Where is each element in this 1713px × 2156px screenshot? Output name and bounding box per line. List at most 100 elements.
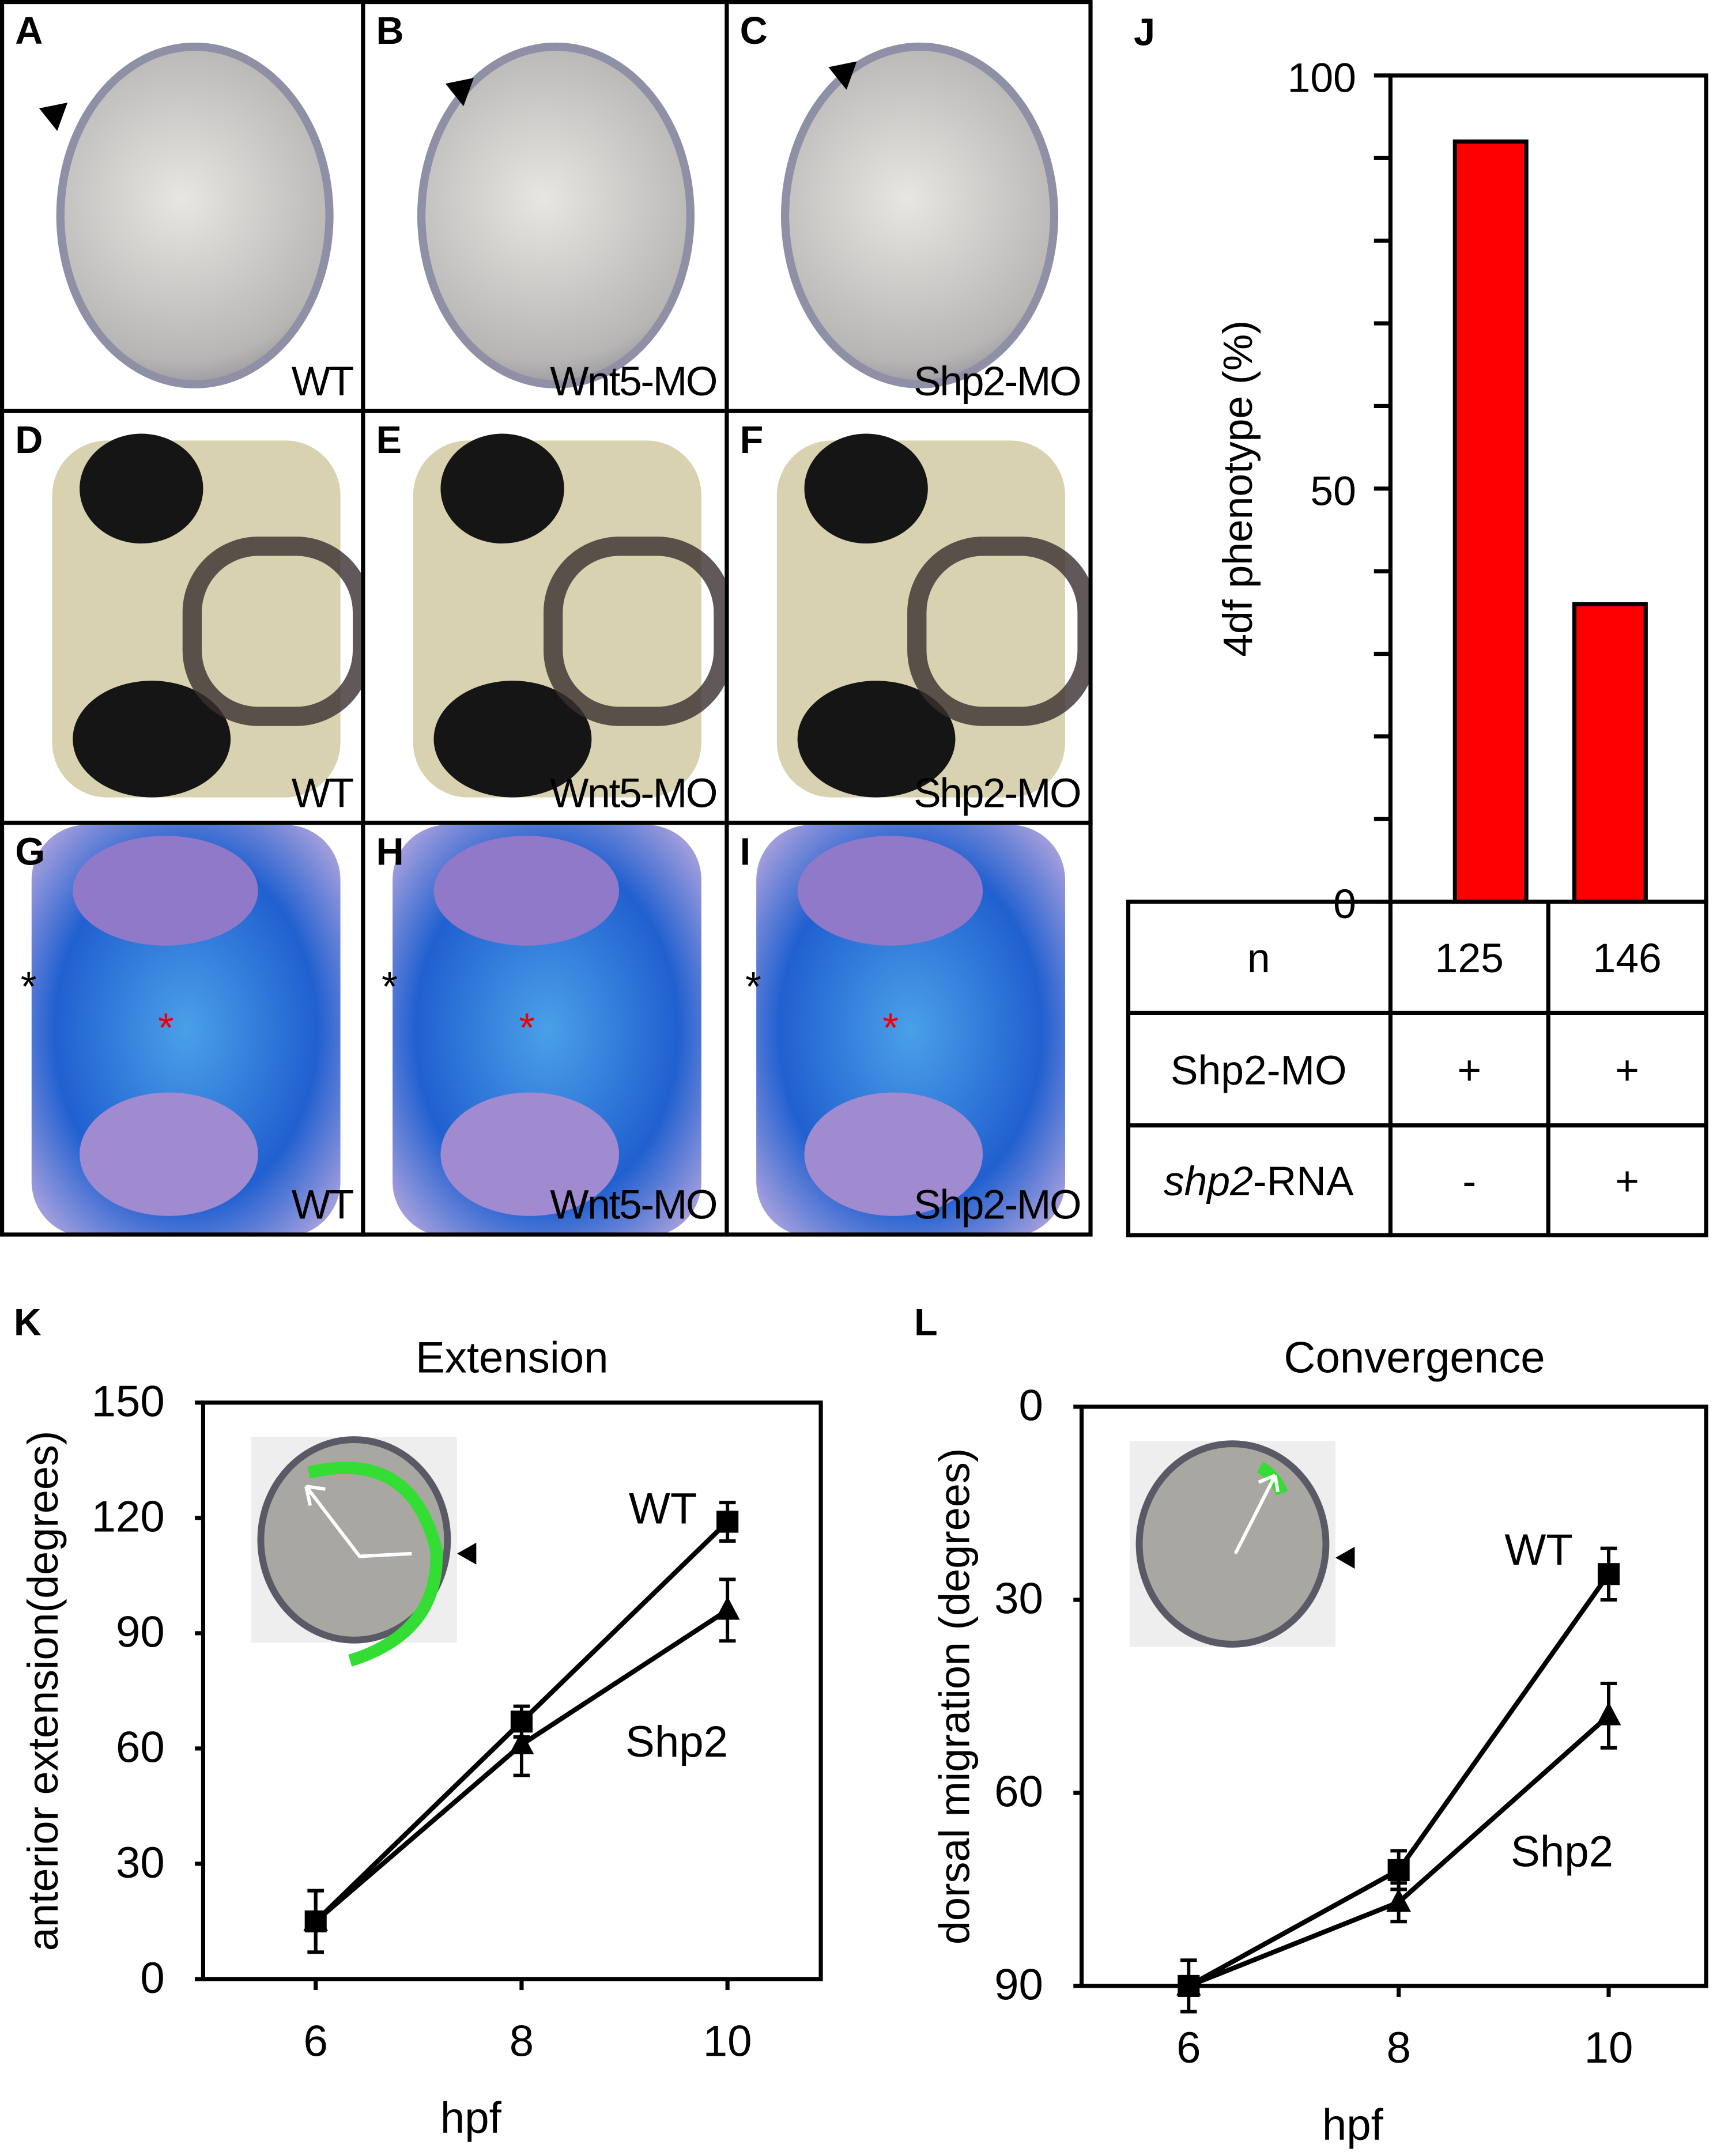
panel-label: F <box>739 418 764 462</box>
panel-label: C <box>739 9 768 52</box>
panel-caption: WT <box>291 771 354 817</box>
y-tick-label: 150 <box>92 1377 165 1426</box>
plot-frame <box>1079 1404 1708 1988</box>
line-chart-k: Extension 0 30 60 90 120 150 6 8 10 hpf anterior ex… <box>19 1333 823 2143</box>
x-axis-label: hpf <box>1322 2101 1384 2150</box>
eye <box>440 1092 620 1216</box>
x-tick-label: 8 <box>510 2017 534 2066</box>
y-tick-label: 30 <box>994 1574 1043 1623</box>
bar <box>1572 602 1648 904</box>
label-suffix: -RNA <box>1253 1158 1354 1205</box>
chart-title: Extension <box>416 1333 609 1382</box>
y-tick-label: 60 <box>116 1723 165 1772</box>
panel-caption: Shp2-MO <box>914 771 1081 817</box>
red-asterisk: * <box>519 1006 535 1052</box>
eye <box>80 1092 258 1216</box>
plot-frame <box>201 1400 823 1981</box>
data-point-square <box>716 1511 739 1533</box>
table-cell: + <box>1615 1158 1639 1205</box>
y-tick-label: 90 <box>994 1961 1043 2010</box>
table-cell: - <box>1462 1158 1476 1205</box>
arrowhead-icon <box>34 94 68 131</box>
panel-caption: Wnt5-MO <box>550 771 718 817</box>
bar-chart-j: 0 50 100 4df phenotype (%) n 125 146 Shp2-MO + + s… <box>1126 55 1708 1237</box>
eye <box>804 433 928 544</box>
panel-label: B <box>376 9 404 52</box>
image-panel-a: A WT <box>0 0 365 413</box>
y-tick-label: 0 <box>1333 881 1356 927</box>
y-tick-label: 120 <box>92 1493 165 1542</box>
series-label-shp2: Shp2 <box>625 1717 728 1766</box>
x-tick-label: 10 <box>703 2017 752 2066</box>
eye <box>797 836 983 946</box>
image-panel-f: F Shp2-MO <box>725 409 1093 825</box>
y-tick-label: 30 <box>116 1838 165 1887</box>
bar <box>1452 139 1529 904</box>
eye <box>804 1092 983 1216</box>
data-point-triangle <box>303 1908 329 1931</box>
y-tick-label: 50 <box>1310 468 1356 514</box>
inset-embryo <box>1135 1440 1330 1648</box>
panel-caption: Wnt5-MO <box>550 1183 718 1229</box>
panel-caption: WT <box>291 359 354 405</box>
black-asterisk: * <box>20 965 37 1010</box>
data-point-square <box>1597 1563 1620 1585</box>
table-cell: 125 <box>1435 935 1504 981</box>
x-tick-label: 6 <box>1176 2023 1201 2072</box>
embryo-photo <box>781 42 1059 388</box>
series-label-shp2: Shp2 <box>1511 1827 1613 1876</box>
chart-title: Convergence <box>1284 1333 1545 1382</box>
image-panel-d: D WT <box>0 409 365 825</box>
image-panel-i: * * I Shp2-MO <box>725 821 1093 1237</box>
panel-caption: WT <box>291 1183 354 1229</box>
gene-name: shp2 <box>1164 1158 1253 1205</box>
image-panel-c: C Shp2-MO <box>725 0 1093 413</box>
red-asterisk: * <box>157 1006 174 1052</box>
panel-label: A <box>15 9 43 52</box>
image-panel-h: * * H Wnt5-MO <box>361 821 729 1237</box>
jaw-pigment <box>544 537 725 726</box>
white-arrow-icon <box>1233 1474 1280 1555</box>
y-tick-label: 60 <box>994 1768 1043 1817</box>
y-tick-label: 0 <box>1018 1381 1043 1430</box>
jaw-pigment <box>907 537 1089 726</box>
eye <box>440 433 564 544</box>
red-asterisk: * <box>882 1006 899 1052</box>
y-tick-label: 100 <box>1288 55 1356 101</box>
y-axis-label: dorsal migration (degrees) <box>930 1448 978 1945</box>
line-chart-l: Convergence 0 30 60 90 6 8 10 hpf dorsal migratio… <box>930 1333 1708 2150</box>
black-asterisk: * <box>745 965 761 1010</box>
panel-label-k: K <box>13 1301 42 1344</box>
image-panel-e: E Wnt5-MO <box>361 409 729 825</box>
x-tick-label: 6 <box>304 2017 328 2066</box>
data-point-square <box>1387 1859 1410 1881</box>
image-panel-b: B Wnt5-MO <box>361 0 729 413</box>
table-row-label: n <box>1247 935 1270 981</box>
panel-caption: Wnt5-MO <box>550 359 718 405</box>
eye <box>73 836 258 946</box>
y-axis-label: anterior extension(degrees) <box>19 1431 67 1951</box>
table-cell: 146 <box>1593 935 1662 981</box>
embryo-photo <box>56 42 334 388</box>
arrowhead-icon <box>1335 1546 1355 1569</box>
data-point-triangle <box>715 1596 740 1620</box>
table-frame <box>1126 900 1708 1237</box>
series-label-wt: WT <box>1504 1526 1572 1574</box>
panel-label-j: J <box>1134 11 1156 54</box>
panel-caption: Shp2-MO <box>914 359 1081 405</box>
data-point-triangle <box>1386 1888 1412 1912</box>
panel-label: E <box>376 418 402 462</box>
panel-label: G <box>15 830 46 873</box>
arrowhead-icon <box>457 1542 477 1565</box>
table-cell: + <box>1615 1047 1639 1093</box>
black-asterisk: * <box>382 965 398 1010</box>
y-tick-label: 90 <box>116 1608 165 1657</box>
jaw-pigment <box>182 537 361 726</box>
table-row-label: shp2-RNA <box>1164 1158 1354 1205</box>
series-label-wt: WT <box>629 1484 697 1533</box>
panel-label: D <box>15 418 43 462</box>
plot-frame <box>1388 73 1708 904</box>
table-row-label: Shp2-MO <box>1171 1047 1347 1093</box>
table-cell: + <box>1457 1047 1481 1093</box>
